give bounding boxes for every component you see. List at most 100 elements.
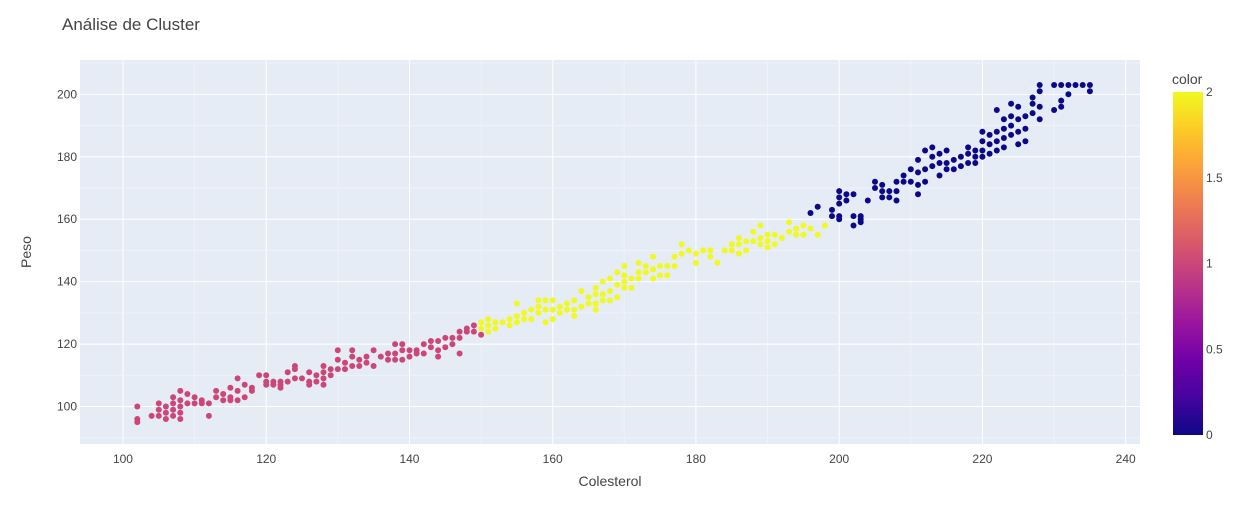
scatter-point <box>650 266 656 273</box>
scatter-point <box>965 144 972 151</box>
scatter-point <box>363 353 370 360</box>
scatter-point <box>385 350 391 357</box>
x-tick-label: 240 <box>1116 452 1136 466</box>
scatter-point <box>399 356 406 363</box>
scatter-point <box>757 235 764 241</box>
scatter-point <box>900 172 907 179</box>
scatter-point <box>392 350 399 357</box>
scatter-point <box>342 366 348 373</box>
scatter-point <box>485 316 492 323</box>
colorbar-title: color <box>1172 71 1203 87</box>
scatter-point <box>205 400 212 407</box>
y-tick-label: 160 <box>57 212 77 226</box>
scatter-point <box>786 219 793 226</box>
scatter-point <box>349 363 356 369</box>
scatter-point <box>800 222 807 229</box>
scatter-point <box>1008 122 1015 129</box>
scatter-point <box>657 272 664 279</box>
scatter-point <box>1015 128 1022 135</box>
scatter-point <box>621 278 628 285</box>
scatter-point <box>943 160 950 166</box>
scatter-point <box>907 166 914 173</box>
scatter-point <box>664 263 671 269</box>
scatter-point <box>435 353 442 360</box>
scatter-point <box>256 372 263 379</box>
scatter-point <box>1036 116 1043 123</box>
scatter-point <box>162 403 169 410</box>
scatter-point <box>979 153 986 160</box>
scatter-point <box>1079 82 1086 88</box>
scatter-point <box>743 247 750 254</box>
scatter-point <box>1051 107 1058 113</box>
colorbar-tick-label: 2 <box>1206 85 1213 99</box>
scatter-point <box>793 231 800 238</box>
scatter-point <box>449 341 456 348</box>
scatter-point <box>542 319 549 326</box>
scatter-point <box>399 347 406 354</box>
scatter-point <box>420 350 427 357</box>
scatter-point <box>943 166 950 173</box>
colorbar-tick-label: 1 <box>1206 257 1213 271</box>
scatter-point <box>986 131 993 138</box>
scatter-point <box>1022 125 1029 132</box>
scatter-point <box>1015 103 1022 110</box>
y-tick-label: 100 <box>57 400 77 414</box>
scatter-point <box>427 338 434 344</box>
scatter-point <box>170 394 177 401</box>
scatter-point <box>299 375 305 382</box>
scatter-point <box>864 197 871 204</box>
scatter-point <box>850 213 857 220</box>
scatter-point <box>915 181 921 188</box>
scatter-point <box>922 166 929 173</box>
scatter-point <box>979 138 986 145</box>
scatter-point <box>1008 113 1015 120</box>
scatter-point <box>678 250 685 257</box>
scatter-point <box>542 306 549 313</box>
scatter-point <box>807 225 814 232</box>
y-tick-label: 120 <box>57 337 77 351</box>
scatter-point <box>771 231 778 238</box>
scatter-point <box>549 306 556 313</box>
scatter-point <box>162 409 169 416</box>
scatter-point <box>435 338 442 344</box>
chart-title: Análise de Cluster <box>62 15 200 34</box>
scatter-point <box>227 384 234 391</box>
scatter-point <box>872 178 878 185</box>
scatter-point <box>148 412 155 419</box>
x-tick-label: 160 <box>543 452 563 466</box>
scatter-point <box>735 250 742 257</box>
scatter-point <box>456 334 463 341</box>
scatter-point <box>821 222 828 229</box>
scatter-point <box>614 294 621 301</box>
scatter-point <box>535 303 542 310</box>
scatter-point <box>370 363 377 369</box>
scatter-point <box>707 253 714 260</box>
scatter-point <box>327 372 334 379</box>
scatter-point <box>642 263 649 269</box>
scatter-point <box>134 416 141 422</box>
scatter-point <box>306 378 313 385</box>
scatter-point <box>1036 103 1043 110</box>
scatter-point <box>607 297 613 304</box>
scatter-point <box>535 297 542 304</box>
scatter-point <box>1008 131 1015 138</box>
scatter-point <box>184 391 191 397</box>
scatter-point <box>578 288 585 294</box>
scatter-point <box>907 178 914 185</box>
scatter-point <box>549 316 556 323</box>
scatter-point <box>599 297 606 304</box>
scatter-point <box>385 356 391 363</box>
scatter-point <box>764 231 771 238</box>
scatter-point <box>585 300 592 307</box>
scatter-point <box>463 325 470 332</box>
scatter-point <box>1086 88 1093 95</box>
scatter-point <box>506 322 513 329</box>
scatter-point <box>456 350 463 357</box>
scatter-point <box>607 288 613 294</box>
scatter-point <box>155 400 162 407</box>
scatter-point <box>213 387 220 394</box>
scatter-point <box>1029 110 1036 117</box>
scatter-point <box>893 188 900 195</box>
